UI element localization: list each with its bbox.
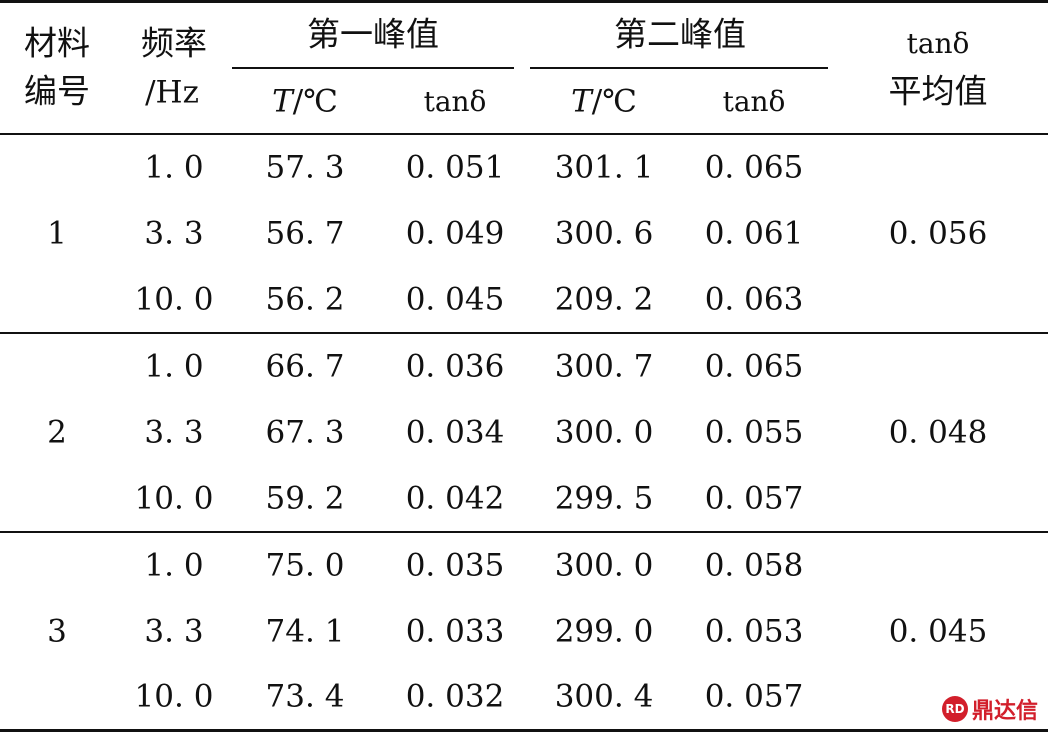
header-tan-avg: 平均值	[888, 71, 988, 111]
cell-peak2-tan: 0. 055	[704, 414, 804, 451]
cell-peak2-tan: 0. 057	[704, 480, 804, 517]
cell-peak1-tan: 0. 036	[405, 348, 505, 385]
cell-peak1-tan: 0. 033	[405, 613, 505, 650]
logo-mark-icon: RD	[941, 696, 968, 722]
cell-peak1-tan: 0. 034	[405, 414, 505, 451]
cell-frequency: 3. 3	[144, 613, 204, 650]
cell-peak1-temp: 73. 4	[265, 678, 345, 715]
material-id: 3	[47, 613, 67, 650]
cell-peak1-temp: 56. 7	[265, 215, 345, 252]
tan-average: 0. 045	[888, 613, 988, 650]
temp-symbol: T	[571, 83, 592, 120]
cell-peak2-temp: 300. 7	[554, 348, 654, 385]
peak1-span-rule	[232, 67, 514, 69]
cell-peak1-temp: 67. 3	[265, 414, 345, 451]
cell-peak1-tan: 0. 051	[405, 149, 505, 186]
header-material-no: 编号	[24, 71, 90, 111]
cell-peak2-tan: 0. 057	[704, 678, 804, 715]
cell-peak2-temp: 300. 4	[554, 678, 654, 715]
bottom-rule	[0, 729, 1048, 732]
cell-peak1-tan: 0. 032	[405, 678, 505, 715]
header-bottom-rule	[0, 133, 1048, 135]
cell-peak1-tan: 0. 042	[405, 480, 505, 517]
cell-peak2-tan: 0. 063	[704, 281, 804, 318]
watermark-logo: RD 鼎达信	[941, 693, 1038, 725]
cell-frequency: 1. 0	[144, 547, 204, 584]
material-id: 1	[47, 215, 67, 252]
temp-unit: /℃	[292, 83, 338, 120]
cell-peak1-tan: 0. 045	[405, 281, 505, 318]
cell-peak2-tan: 0. 065	[704, 149, 804, 186]
temp-symbol: T	[272, 83, 293, 120]
header-peak2-temp: T/℃	[571, 83, 637, 120]
cell-peak1-temp: 57. 3	[265, 149, 345, 186]
cell-peak2-temp: 299. 0	[554, 613, 654, 650]
header-peak1: 第一峰值	[307, 14, 439, 54]
watermark-text: 鼎达信	[971, 699, 1038, 724]
cell-peak1-temp: 75. 0	[265, 547, 345, 584]
cell-peak1-tan: 0. 035	[405, 547, 505, 584]
cell-peak2-tan: 0. 058	[704, 547, 804, 584]
header-frequency-unit: /Hz	[145, 74, 199, 111]
header-peak1-temp: T/℃	[272, 83, 338, 120]
cell-peak2-temp: 300. 0	[554, 414, 654, 451]
cell-frequency: 1. 0	[144, 149, 204, 186]
material-id: 2	[47, 414, 67, 451]
cell-frequency: 10. 0	[134, 678, 214, 715]
cell-frequency: 1. 0	[144, 348, 204, 385]
cell-peak1-tan: 0. 049	[405, 215, 505, 252]
cell-frequency: 3. 3	[144, 215, 204, 252]
header-peak2-tan: tanδ	[722, 85, 786, 118]
cell-frequency: 3. 3	[144, 414, 204, 451]
header-peak1-tan: tanδ	[423, 85, 487, 118]
cell-peak1-temp: 59. 2	[265, 480, 345, 517]
cell-peak1-temp: 66. 7	[265, 348, 345, 385]
group-divider-rule	[0, 332, 1048, 334]
tan-average: 0. 048	[888, 414, 988, 451]
header-frequency: 频率	[141, 23, 207, 63]
cell-frequency: 10. 0	[134, 480, 214, 517]
header-material-no: 材料	[24, 23, 90, 63]
cell-peak2-temp: 299. 5	[554, 480, 654, 517]
top-rule	[0, 0, 1048, 3]
header-tan-avg: tanδ	[906, 27, 970, 60]
cell-peak2-tan: 0. 061	[704, 215, 804, 252]
cell-peak1-temp: 56. 2	[265, 281, 345, 318]
header-peak2: 第二峰值	[614, 14, 746, 54]
cell-peak2-temp: 209. 2	[554, 281, 654, 318]
cell-peak1-temp: 74. 1	[265, 613, 345, 650]
tan-average: 0. 056	[888, 215, 988, 252]
cell-peak2-tan: 0. 053	[704, 613, 804, 650]
group-divider-rule	[0, 531, 1048, 533]
temp-unit: /℃	[591, 83, 637, 120]
cell-peak2-temp: 300. 0	[554, 547, 654, 584]
cell-peak2-temp: 300. 6	[554, 215, 654, 252]
cell-peak2-tan: 0. 065	[704, 348, 804, 385]
peak2-span-rule	[530, 67, 828, 69]
cell-frequency: 10. 0	[134, 281, 214, 318]
cell-peak2-temp: 301. 1	[554, 149, 654, 186]
